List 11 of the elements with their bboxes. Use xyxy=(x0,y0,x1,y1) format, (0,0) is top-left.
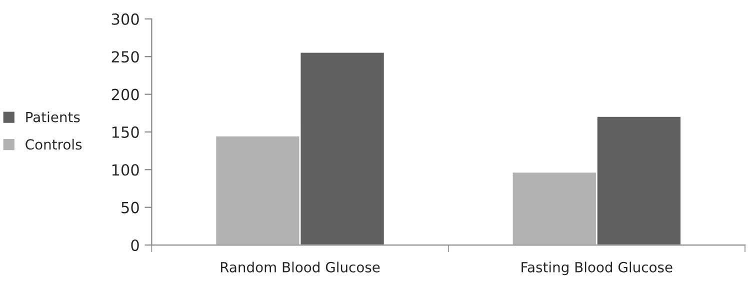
y-tick-label: 50 xyxy=(122,202,139,214)
x-tick-label: Fasting Blood Glucose xyxy=(522,262,672,276)
x-tick-label: Random Blood Glucose xyxy=(220,262,380,272)
legend-label: Controls xyxy=(26,138,82,150)
y-tick-label: 100 xyxy=(112,164,139,176)
y-tick-label: 200 xyxy=(112,88,139,100)
y-tick-label: 300 xyxy=(112,13,139,25)
legend-label: Patients xyxy=(26,112,80,122)
y-tick-label: 150 xyxy=(112,126,139,138)
y-tick-label: 0 xyxy=(131,239,139,252)
y-tick-label: 250 xyxy=(112,51,139,63)
